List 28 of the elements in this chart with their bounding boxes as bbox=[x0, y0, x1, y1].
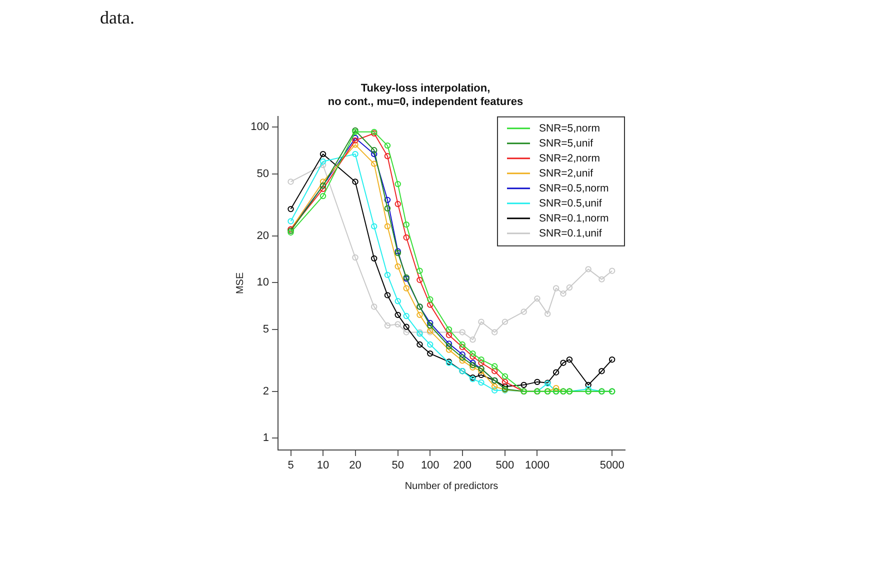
chart-title: Tukey-loss interpolation, no cont., mu=0, independent features bbox=[328, 82, 524, 108]
y-tick-label: 50 bbox=[256, 168, 269, 180]
legend-label: SNR=5,unif bbox=[539, 137, 594, 150]
x-tick-label: 5 bbox=[288, 460, 294, 472]
legend-label: SNR=5,norm bbox=[539, 122, 600, 134]
y-tick-label: 10 bbox=[256, 276, 269, 289]
legend-label: SNR=0.1,unif bbox=[539, 227, 602, 240]
y-tick-label: 100 bbox=[250, 121, 269, 134]
x-tick-label: 20 bbox=[349, 460, 362, 472]
y-axis-title: MSE bbox=[234, 272, 246, 294]
legend-label: SNR=2,norm bbox=[539, 152, 600, 164]
x-tick-label: 500 bbox=[496, 460, 514, 472]
y-tick-label: 1 bbox=[262, 432, 269, 444]
y-tick-label: 20 bbox=[256, 230, 269, 242]
x-tick-label: 100 bbox=[420, 460, 440, 472]
x-tick-label: 1000 bbox=[524, 460, 550, 472]
y-tick-label: 5 bbox=[262, 323, 269, 336]
legend-label: SNR=0.1,norm bbox=[539, 212, 609, 224]
text: data. bbox=[100, 8, 134, 28]
x-axis-title: Number of predictors bbox=[404, 480, 498, 492]
x-tick-label: 50 bbox=[392, 460, 404, 472]
legend-label: SNR=2,unif bbox=[539, 167, 594, 180]
legend-label: SNR=0.5,norm bbox=[539, 182, 609, 194]
x-tick-label: 10 bbox=[316, 460, 330, 472]
y-tick-label: 2 bbox=[262, 385, 269, 398]
x-tick-label: 200 bbox=[453, 460, 472, 472]
x-tick-label: 5000 bbox=[600, 460, 624, 472]
legend-label: SNR=0.5,unif bbox=[539, 197, 602, 210]
